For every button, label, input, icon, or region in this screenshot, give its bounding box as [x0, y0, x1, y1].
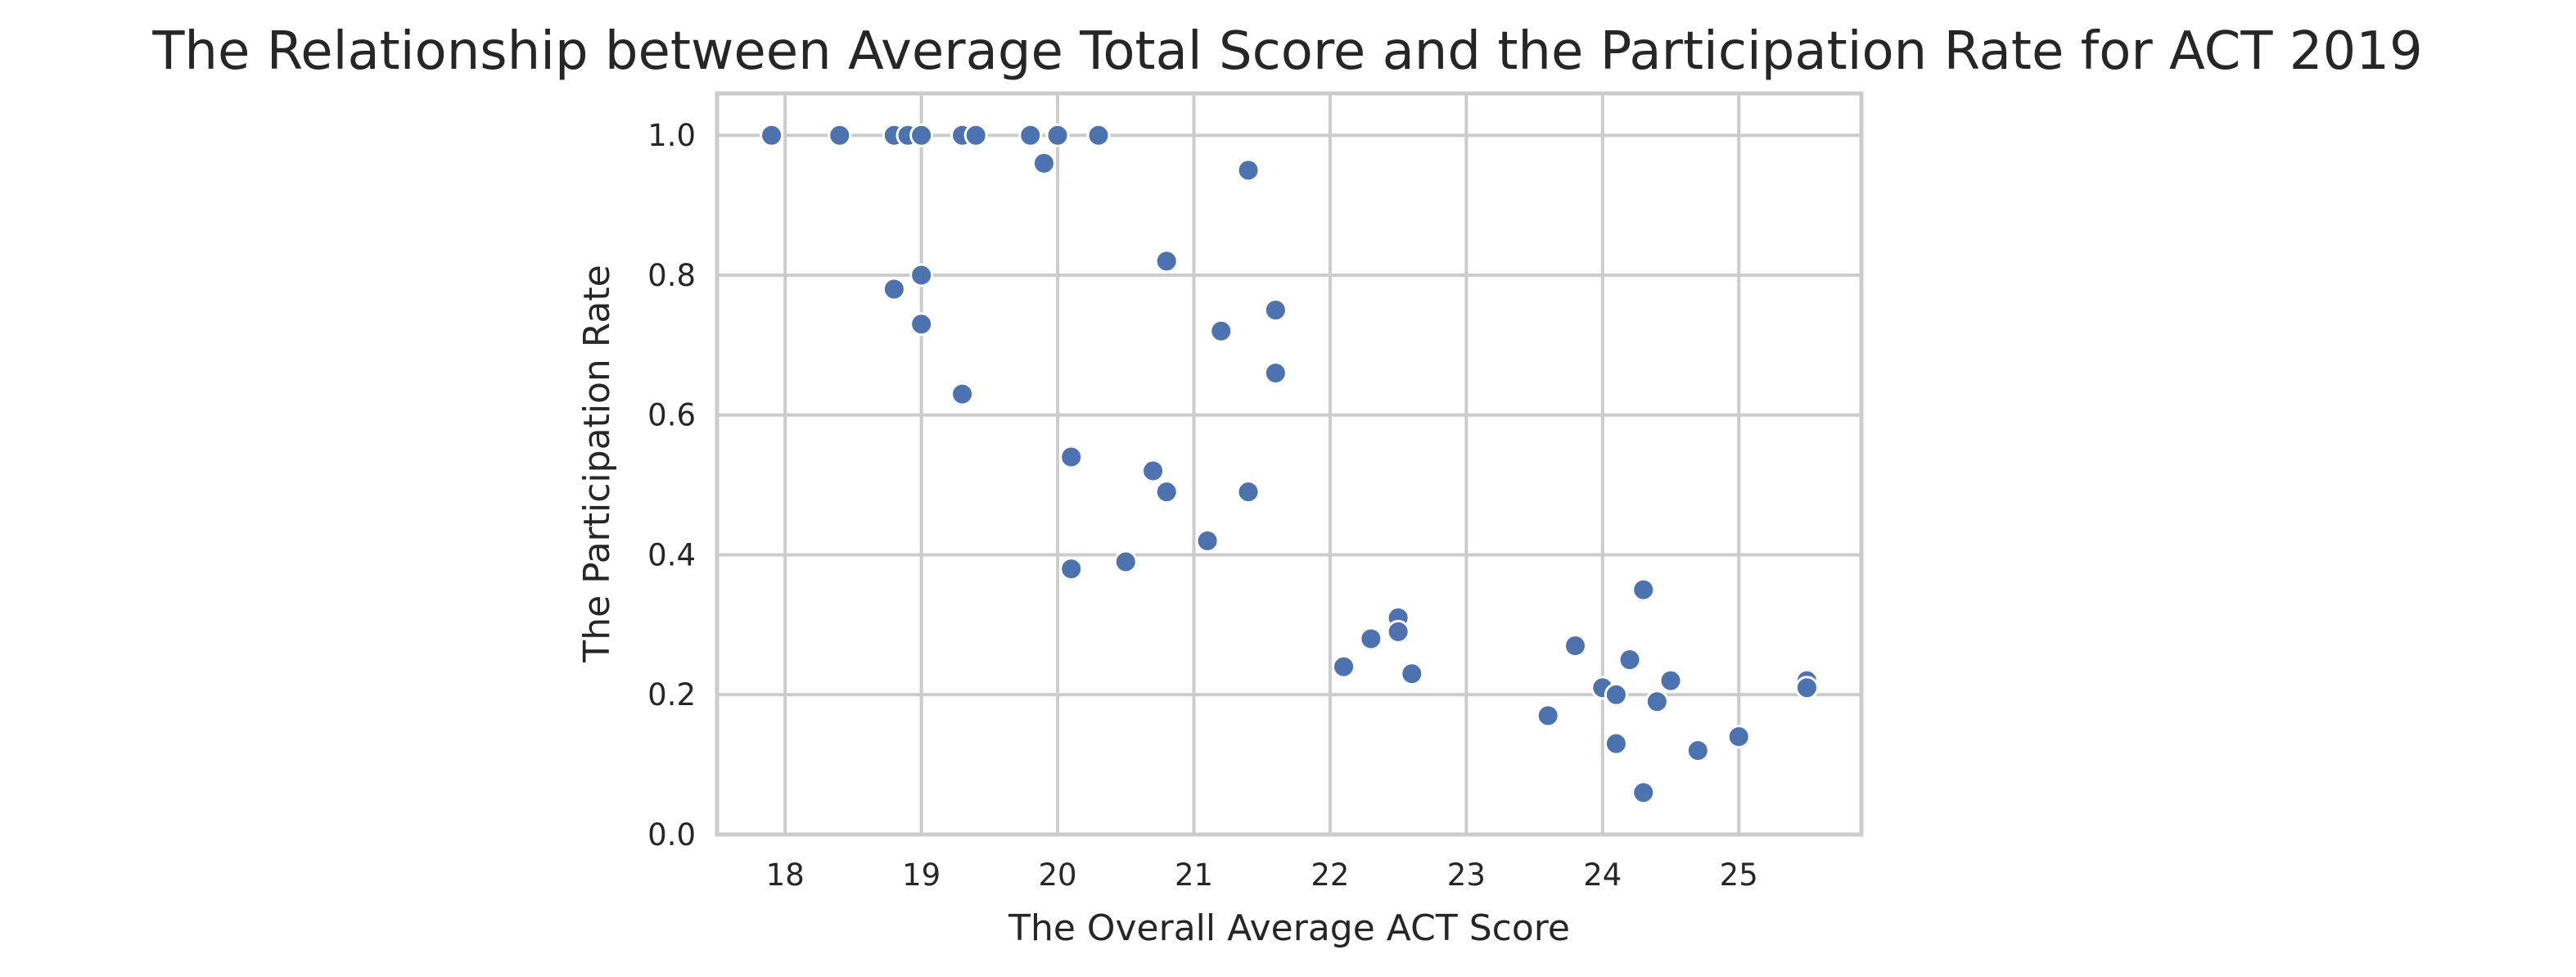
- data-point: [1332, 654, 1356, 679]
- data-point: [1536, 703, 1560, 728]
- x-tick-label: 24: [1583, 857, 1622, 893]
- data-point: [1359, 626, 1383, 651]
- data-point: [1059, 445, 1084, 469]
- plot-frame: [715, 91, 1864, 837]
- data-point: [760, 123, 784, 147]
- y-tick-labels: 0.0 0.2 0.4 0.6 0.8 1.0: [647, 118, 696, 853]
- y-tick-label: 1.0: [647, 118, 696, 153]
- data-point: [909, 123, 934, 147]
- x-tick-label: 18: [766, 857, 805, 893]
- data-point: [1617, 648, 1642, 672]
- data-point: [1563, 633, 1587, 658]
- x-axis-label: The Overall Average ACT Score: [1008, 907, 1570, 949]
- data-point: [882, 277, 906, 301]
- data-point: [1631, 577, 1656, 602]
- data-point: [1658, 668, 1683, 693]
- data-point: [1236, 480, 1261, 504]
- x-tick-label: 21: [1175, 857, 1213, 893]
- y-tick-label: 0.2: [647, 677, 696, 712]
- chart-title: The Relationship between Average Total S…: [151, 21, 2422, 82]
- data-point: [909, 312, 934, 337]
- data-point: [1086, 123, 1111, 147]
- data-point: [1263, 361, 1288, 386]
- data-point: [1263, 298, 1288, 323]
- data-point: [1685, 739, 1710, 763]
- x-tick-label: 23: [1447, 857, 1486, 893]
- x-tick-label: 20: [1039, 857, 1077, 893]
- y-tick-label: 0.6: [647, 398, 696, 433]
- data-point: [1794, 676, 1819, 700]
- data-point: [1236, 158, 1261, 183]
- y-tick-label: 0.8: [647, 258, 696, 293]
- data-point: [950, 382, 975, 406]
- data-point: [1018, 123, 1043, 147]
- data-point: [1400, 662, 1424, 686]
- data-point: [1141, 459, 1166, 483]
- data-point: [1154, 480, 1179, 504]
- data-point: [963, 123, 988, 147]
- data-point: [1045, 123, 1070, 147]
- grid-lines: [717, 93, 1861, 836]
- data-point: [1726, 724, 1751, 749]
- data-point: [828, 123, 852, 147]
- data-point: [1195, 528, 1220, 553]
- data-point: [1604, 731, 1628, 756]
- x-tick-labels: 18 19 20 21 22 23 24 25: [766, 857, 1758, 893]
- y-tick-label: 0.0: [647, 817, 696, 853]
- x-tick-label: 22: [1311, 857, 1349, 893]
- x-tick-label: 19: [902, 857, 941, 893]
- data-point: [1386, 619, 1410, 644]
- data-point: [1209, 319, 1234, 343]
- x-tick-label: 25: [1720, 857, 1758, 893]
- data-point: [1031, 151, 1056, 175]
- data-point: [1154, 249, 1179, 274]
- data-point: [1059, 557, 1084, 581]
- data-point: [909, 263, 934, 287]
- data-point: [1113, 550, 1138, 574]
- y-axis-label: The Participation Rate: [576, 265, 618, 663]
- data-point: [1644, 690, 1669, 714]
- y-tick-label: 0.4: [647, 537, 696, 572]
- data-point: [1604, 682, 1628, 707]
- data-point: [1631, 780, 1656, 805]
- data-points: [760, 123, 1819, 805]
